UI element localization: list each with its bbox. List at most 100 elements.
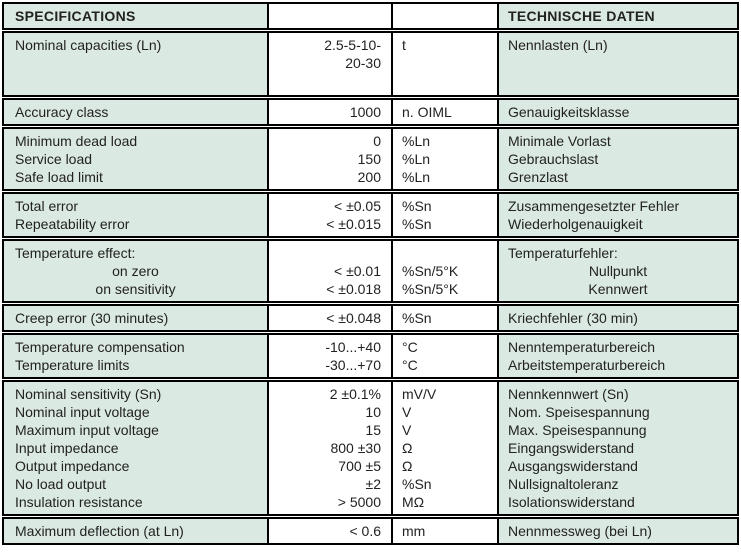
spec-unit: t bbox=[402, 37, 406, 53]
spec-label-en: Maximum input voltage bbox=[15, 422, 159, 438]
spec-unit: %Sn/5°K bbox=[402, 263, 459, 279]
table-row-group: Accuracy class 1000 n. OIML Genauigkeitskla… bbox=[2, 98, 739, 126]
spec-value: 10 bbox=[365, 404, 381, 420]
header-cell-technische-daten: TECHNISCHE DATEN bbox=[497, 4, 737, 28]
spec-label-de: Nenntemperaturbereich bbox=[508, 339, 656, 355]
spec-label-en-cell: Minimum dead load Service load Safe load l… bbox=[4, 129, 267, 189]
spec-value: 15 bbox=[365, 422, 381, 438]
spec-value: 150 bbox=[357, 151, 381, 167]
spec-unit: %Sn bbox=[402, 310, 432, 326]
spec-value: > 5000 bbox=[337, 494, 381, 510]
spec-label-de: Nom. Speisespannung bbox=[508, 404, 650, 420]
spec-unit-cell: %Sn %Sn bbox=[391, 194, 497, 236]
spec-unit: °C bbox=[402, 357, 418, 373]
spec-label-en: Accuracy class bbox=[15, 104, 109, 120]
spec-label-de: Arbeitstemperaturbereich bbox=[508, 357, 666, 373]
spec-label-en: Temperature compensation bbox=[15, 339, 185, 355]
spec-unit: mm bbox=[402, 523, 426, 539]
spec-value-cell: < ±0.05 < ±0.015 bbox=[267, 194, 391, 236]
spec-value: 0 bbox=[373, 133, 381, 149]
spec-label-de: Grenzlast bbox=[508, 169, 568, 185]
spec-unit: %Sn/5°K bbox=[402, 281, 459, 297]
spec-label-en-cell: Nominal sensitivity (Sn) Nominal input vo… bbox=[4, 382, 267, 514]
spec-label-de: Genauigkeitsklasse bbox=[508, 104, 630, 120]
spec-label-de-cell: Zusammengesetzter Fehler Wiederholgenauig… bbox=[497, 194, 737, 236]
spec-label-en: Maximum deflection (at Ln) bbox=[15, 523, 184, 539]
spec-value-cell: -10...+40 -30...+70 bbox=[267, 335, 391, 377]
spec-label-de: Nullpunkt bbox=[588, 263, 648, 279]
spec-value: < ±0.01 bbox=[334, 263, 381, 279]
technische-daten-header-label: TECHNISCHE DATEN bbox=[508, 8, 655, 24]
spec-value-cell: < 0.6 bbox=[267, 519, 391, 543]
spec-label-en bbox=[4, 54, 267, 72]
spec-value: 1000 bbox=[349, 104, 381, 120]
spec-label-en: Safe load limit bbox=[15, 169, 103, 185]
spec-label-en: Insulation resistance bbox=[15, 494, 143, 510]
spec-label-de: Isolationswiderstand bbox=[508, 494, 635, 510]
spec-label-en: on zero bbox=[112, 263, 159, 279]
spec-value: 20-30 bbox=[345, 55, 381, 71]
table-row-group: Temperature effect: on zero on sensitivity… bbox=[2, 239, 739, 303]
spec-label-de-cell: Nennlasten (Ln) bbox=[497, 33, 737, 95]
spec-value: ±2 bbox=[365, 476, 381, 492]
spec-value: < 0.6 bbox=[349, 523, 381, 539]
specifications-table: SPECIFICATIONS TECHNISCHE DATEN Nominal … bbox=[2, 2, 739, 545]
spec-label-en: Repeatability error bbox=[15, 216, 130, 232]
table-row-group: Nominal capacities (Ln) 2.5-5-10- 20-30 t … bbox=[2, 31, 739, 97]
spec-label-de: Eingangswiderstand bbox=[508, 440, 635, 456]
spec-value: -10...+40 bbox=[325, 339, 381, 355]
spec-label-en: Nominal sensitivity (Sn) bbox=[15, 386, 162, 402]
spec-label-en: on sensitivity bbox=[95, 281, 176, 297]
spec-label-de-cell: Kriechfehler (30 min) bbox=[497, 306, 737, 330]
spec-label-de: Nennkennwert (Sn) bbox=[508, 386, 629, 402]
table-row-group: Minimum dead load Service load Safe load l… bbox=[2, 127, 739, 191]
spec-label-en-cell: Accuracy class bbox=[4, 100, 267, 124]
spec-value: < ±0.018 bbox=[326, 281, 381, 297]
spec-value-cell: 1000 bbox=[267, 100, 391, 124]
spec-unit: %Sn bbox=[402, 198, 432, 214]
spec-unit-cell: t bbox=[391, 33, 497, 95]
spec-unit: MΩ bbox=[402, 494, 425, 510]
spec-label-en-cell: Total error Repeatability error bbox=[4, 194, 267, 236]
spec-label-de-cell: Genauigkeitsklasse bbox=[497, 100, 737, 124]
spec-label-en: Temperature effect: bbox=[15, 245, 136, 261]
spec-value: 2 ±0.1% bbox=[329, 386, 381, 402]
spec-unit bbox=[393, 54, 497, 72]
spec-label-en: Total error bbox=[15, 198, 79, 214]
spec-label-en: Nominal capacities (Ln) bbox=[15, 37, 162, 53]
spec-value-cell: < ±0.048 bbox=[267, 306, 391, 330]
spec-unit bbox=[393, 244, 497, 262]
spec-unit: V bbox=[402, 404, 412, 420]
spec-label-en: Minimum dead load bbox=[15, 133, 138, 149]
spec-unit: mV/V bbox=[402, 386, 437, 402]
table-header-row: SPECIFICATIONS TECHNISCHE DATEN bbox=[2, 2, 739, 30]
spec-label-en: Input impedance bbox=[15, 440, 119, 456]
spec-label-en-cell: Creep error (30 minutes) bbox=[4, 306, 267, 330]
spec-unit-cell: °C °C bbox=[391, 335, 497, 377]
table-row-group: Maximum deflection (at Ln) < 0.6 mm Nennmes… bbox=[2, 517, 739, 545]
specifications-header-label: SPECIFICATIONS bbox=[15, 8, 136, 24]
spec-unit: Ω bbox=[402, 440, 413, 456]
spec-value: 2.5-5-10- bbox=[324, 37, 381, 53]
spec-unit-cell: mm bbox=[391, 519, 497, 543]
spec-label-de: Minimale Vorlast bbox=[508, 133, 611, 149]
spec-label-de-cell: Nennmessweg (bei Ln) bbox=[497, 519, 737, 543]
spec-value: -30...+70 bbox=[325, 357, 381, 373]
spec-label-en-cell: Maximum deflection (at Ln) bbox=[4, 519, 267, 543]
spec-unit: %Sn bbox=[402, 476, 432, 492]
spec-label-de-cell: Minimale Vorlast Gebrauchslast Grenzlast bbox=[497, 129, 737, 189]
spec-unit-cell: n. OIML bbox=[391, 100, 497, 124]
spec-unit-cell: mV/V V V Ω Ω %Sn MΩ bbox=[391, 382, 497, 514]
spec-unit: %Ln bbox=[402, 133, 431, 149]
spec-label-en: Output impedance bbox=[15, 458, 130, 474]
table-row-group: Temperature compensation Temperature limi… bbox=[2, 333, 739, 379]
spec-label-en: No load output bbox=[15, 476, 107, 492]
spec-unit: %Sn bbox=[402, 216, 432, 232]
header-cell-value bbox=[267, 4, 391, 28]
spec-unit: %Ln bbox=[402, 151, 431, 167]
spec-label-en: Creep error (30 minutes) bbox=[15, 310, 169, 326]
spec-label-de bbox=[499, 54, 737, 72]
spec-label-en: Temperature limits bbox=[15, 357, 130, 373]
spec-value: 200 bbox=[357, 169, 381, 185]
spec-label-en-cell: Nominal capacities (Ln) bbox=[4, 33, 267, 95]
